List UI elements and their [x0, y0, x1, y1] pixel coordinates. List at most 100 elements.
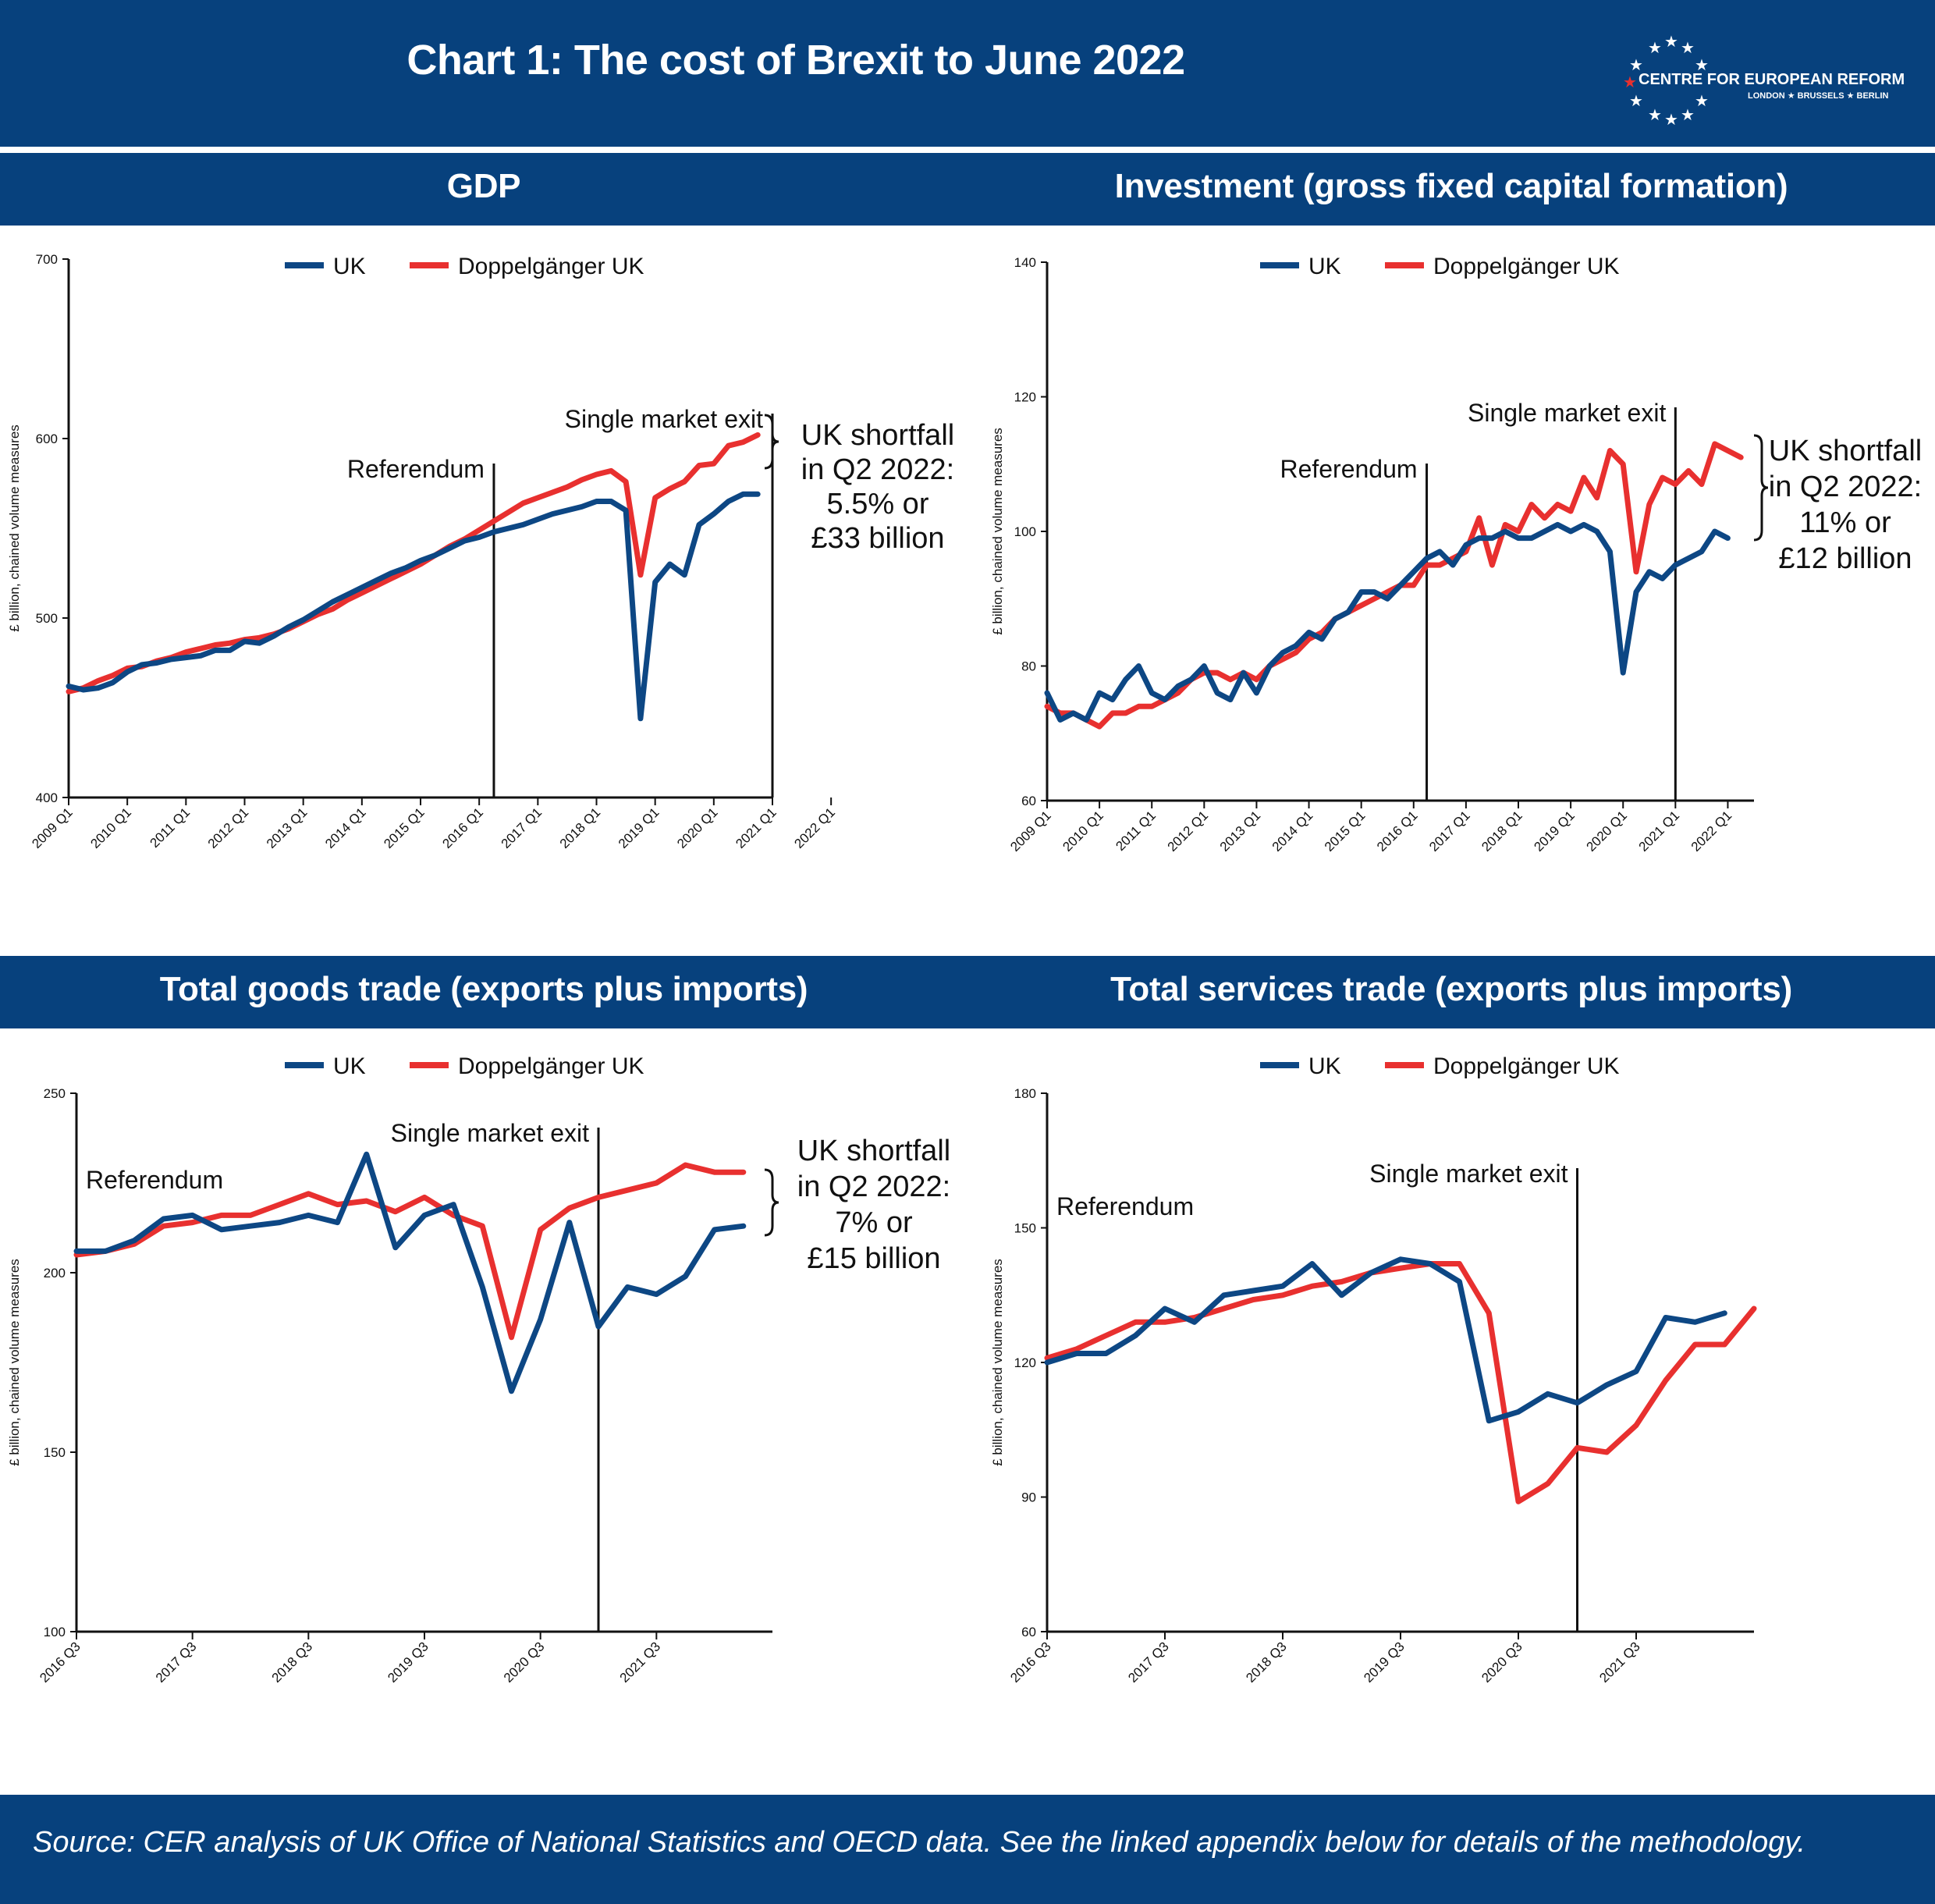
shortfall-text: £15 billion [807, 1242, 940, 1275]
x-tick-label: 2016 Q1 [1374, 808, 1421, 854]
legend-label-doppelganger: Doppelgänger UK [458, 254, 644, 279]
gdp-chart: 400 500 600 700 £ billion, chained volume me… [7, 252, 954, 851]
y-tick-label: 150 [44, 1445, 66, 1460]
series-line-uk [1044, 1256, 1727, 1424]
shortfall-text: 5.5% or [827, 488, 929, 520]
x-tick-label: 2013 Q1 [1217, 808, 1264, 854]
svg-text:★: ★ [1629, 57, 1643, 74]
x-tick-label: 2019 Q1 [616, 805, 662, 851]
legend-label-uk: UK [1308, 1053, 1341, 1079]
x-tick-label: 2020 Q1 [674, 805, 721, 851]
x-tick-label: 2018 Q1 [1479, 808, 1525, 854]
x-tick-label: 2017 Q3 [1125, 1639, 1172, 1686]
y-tick-label: 500 [36, 611, 58, 626]
y-tick-label: 80 [1021, 659, 1036, 674]
x-tick-label: 2019 Q1 [1531, 808, 1578, 854]
x-tick-label: 2014 Q1 [322, 805, 369, 851]
series-line-uk [1044, 521, 1731, 723]
svg-text:★: ★ [1664, 112, 1678, 125]
event-label: Single market exit [1369, 1160, 1568, 1188]
shortfall-text: UK shortfall [797, 1135, 950, 1167]
y-tick-label: 90 [1021, 1490, 1036, 1505]
y-tick-label: 400 [36, 790, 58, 805]
x-tick-label: 2011 Q1 [1113, 808, 1159, 854]
svg-text:★: ★ [1681, 40, 1695, 57]
x-tick-label: 2021 Q3 [617, 1639, 664, 1686]
x-tick-label: 2012 Q1 [205, 805, 252, 851]
page-title: Chart 1: The cost of Brexit to June 2022 [407, 37, 1185, 83]
shortfall-text: £33 billion [811, 522, 944, 555]
svg-text:★: ★ [1648, 107, 1662, 124]
goods-trade-chart: 100 150 200 250 £ billion, chained volume me… [7, 1053, 950, 1686]
x-tick-label: 2020 Q3 [501, 1639, 548, 1686]
x-tick-label: 2017 Q1 [1426, 808, 1473, 854]
y-tick-label: 200 [44, 1266, 66, 1281]
y-axis-label: £ billion, chained volume measures [990, 428, 1005, 635]
row1-banner: GDP Investment (gross fixed capital form… [0, 153, 1935, 226]
goods-title: Total goods trade (exports plus imports) [159, 970, 808, 1008]
y-tick-label: 140 [1014, 255, 1036, 270]
x-tick-label: 2011 Q1 [147, 805, 193, 851]
series-line-doppelganger [1044, 441, 1744, 730]
y-tick-label: 150 [1014, 1221, 1036, 1236]
x-tick-label: 2019 Q3 [385, 1639, 431, 1686]
x-tick-label: 2019 Q3 [1361, 1639, 1408, 1686]
x-tick-label: 2018 Q3 [1243, 1639, 1290, 1686]
svg-text:★: ★ [1681, 107, 1695, 124]
svg-text:★: ★ [1648, 40, 1662, 57]
shortfall-brace [1753, 434, 1769, 542]
source-note: Source: CER analysis of UK Office of Nat… [33, 1826, 1806, 1859]
event-label: Referendum [347, 455, 485, 483]
x-tick-label: 2018 Q1 [557, 805, 604, 851]
svg-text:★: ★ [1664, 34, 1678, 51]
x-tick-label: 2015 Q1 [381, 805, 428, 851]
cer-logo: ★ ★ ★ ★ ★ ★ ★ ★ ★ ★ ★ CENTRE FOR EUROPEAN REFO… [1623, 34, 1904, 125]
y-axis-label: £ billion, chained volume measures [7, 424, 22, 632]
y-tick-label: 120 [1014, 1355, 1036, 1370]
x-tick-label: 2009 Q1 [29, 805, 76, 851]
svg-text:★: ★ [1623, 74, 1637, 91]
investment-chart: 60 80 100 120 140 £ billion, chained volume m… [990, 254, 1922, 854]
y-tick-label: 60 [1021, 794, 1036, 808]
legend-label-doppelganger: Doppelgänger UK [458, 1053, 644, 1079]
y-axis-label: £ billion, chained volume measures [7, 1259, 22, 1466]
services-title: Total services trade (exports plus impor… [1110, 970, 1792, 1008]
shortfall-brace [764, 414, 779, 470]
y-axis-label: £ billion, chained volume measures [990, 1259, 1005, 1466]
series-line-doppelganger [73, 1162, 747, 1341]
x-tick-label: 2022 Q1 [791, 805, 838, 851]
shortfall-text: in Q2 2022: [797, 1170, 950, 1203]
y-tick-label: 100 [1014, 524, 1036, 539]
x-tick-label: 2016 Q3 [1007, 1639, 1054, 1686]
event-label: Referendum [86, 1166, 223, 1194]
svg-text:★: ★ [1629, 93, 1643, 110]
event-label: Single market exit [391, 1119, 589, 1147]
y-tick-label: 60 [1021, 1625, 1036, 1639]
x-tick-label: 2013 Q1 [264, 805, 311, 851]
x-tick-label: 2017 Q1 [499, 805, 545, 851]
event-label: Referendum [1280, 455, 1417, 483]
row2-banner: Total goods trade (exports plus imports)… [0, 956, 1935, 1028]
x-tick-label: 2012 Q1 [1165, 808, 1212, 854]
y-tick-label: 250 [44, 1086, 66, 1101]
x-tick-label: 2021 Q1 [733, 805, 779, 851]
shortfall-text: 11% or [1799, 506, 1891, 539]
event-label: Single market exit [1468, 399, 1666, 427]
legend-label-doppelganger: Doppelgänger UK [1433, 254, 1620, 279]
investment-title: Investment (gross fixed capital formatio… [1114, 167, 1788, 205]
series-line-uk [66, 491, 761, 722]
y-tick-label: 180 [1014, 1086, 1036, 1101]
y-tick-label: 120 [1014, 390, 1036, 405]
x-tick-label: 2010 Q1 [1060, 808, 1106, 854]
x-tick-label: 2018 Q3 [269, 1639, 316, 1686]
shortfall-text: UK shortfall [1769, 435, 1922, 467]
event-label: Referendum [1056, 1192, 1194, 1220]
services-trade-chart: 60 90 120 150 180 £ billion, chained volume m… [990, 1053, 1757, 1686]
shortfall-text: UK shortfall [801, 419, 954, 452]
series-line-doppelganger [66, 432, 761, 694]
legend-label-doppelganger: Doppelgänger UK [1433, 1053, 1620, 1079]
series-line-doppelganger [1044, 1261, 1757, 1504]
x-tick-label: 2015 Q1 [1322, 808, 1369, 854]
legend-label-uk: UK [333, 1053, 366, 1079]
shortfall-text: in Q2 2022: [1769, 471, 1922, 503]
